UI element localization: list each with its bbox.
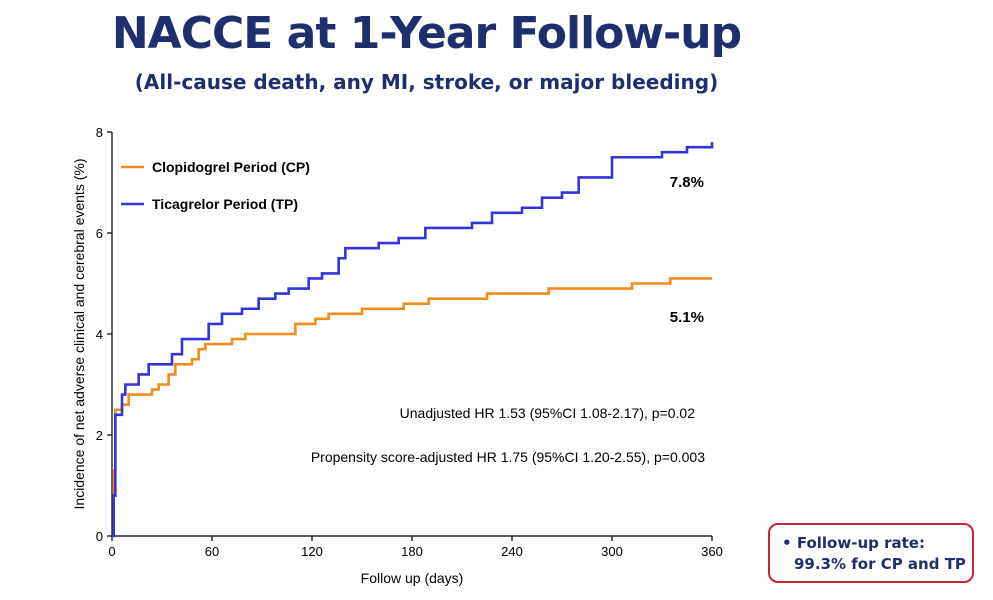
x-tick-label-360: 360: [701, 544, 723, 559]
end-label-cp: 5.1%: [670, 309, 704, 326]
page-title: NACCE at 1-Year Follow-up: [111, 8, 742, 59]
legend-label-cp: Clopidogrel Period (CP): [152, 159, 310, 175]
y-tick-label-4: 4: [96, 327, 103, 342]
x-tick-label-0: 0: [108, 544, 115, 559]
annotation-adjusted-hr: Propensity score-adjusted HR 1.75 (95%CI…: [311, 449, 705, 465]
annotation-unadjusted-hr: Unadjusted HR 1.53 (95%CI 1.08-2.17), p=…: [400, 405, 696, 421]
x-tick-label-240: 240: [501, 544, 523, 559]
note-bullet: •: [782, 534, 792, 552]
y-axis-label: Incidence of net adverse clinical and ce…: [71, 159, 87, 510]
follow-up-note: • Follow-up rate: 99.3% for CP and TP: [768, 523, 974, 583]
note-line-2: 99.3% for CP and TP: [794, 555, 966, 573]
y-tick-label-2: 2: [96, 428, 103, 443]
axes: [111, 132, 712, 537]
series-line-tp: [112, 142, 714, 538]
x-tick-label-300: 300: [601, 544, 623, 559]
x-tick-label-120: 120: [301, 544, 323, 559]
y-tick-label-8: 8: [96, 125, 103, 140]
x-tick-label-180: 180: [401, 544, 423, 559]
page-subtitle: (All-cause death, any MI, stroke, or maj…: [134, 70, 719, 94]
note-line-1: Follow-up rate:: [796, 534, 925, 552]
series-line-cp: [112, 277, 712, 538]
x-tick-label-60: 60: [205, 544, 219, 559]
y-tick-label-0: 0: [96, 529, 103, 544]
end-label-tp: 7.8%: [670, 174, 704, 191]
y-tick-label-6: 6: [96, 226, 103, 241]
x-axis-label: Follow up (days): [361, 570, 464, 586]
legend-label-tp: Ticagrelor Period (TP): [152, 196, 298, 212]
